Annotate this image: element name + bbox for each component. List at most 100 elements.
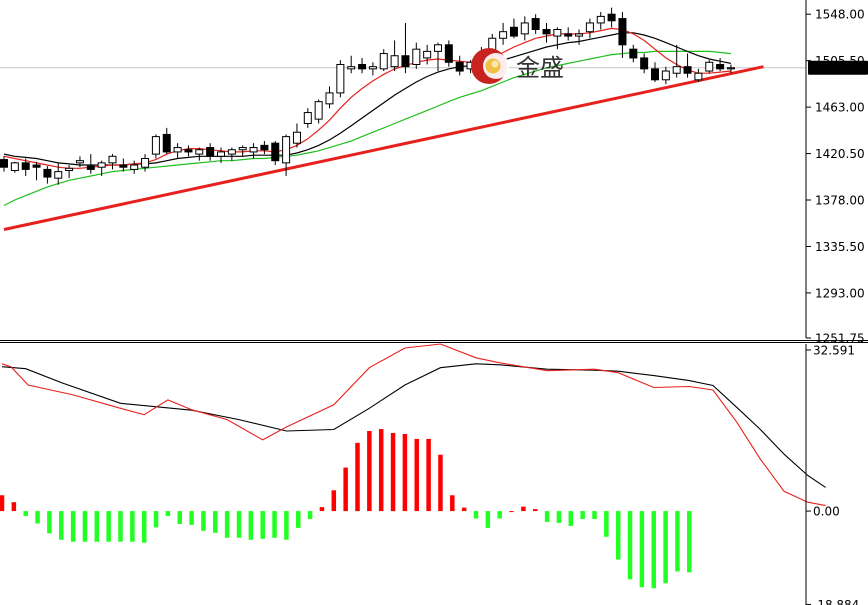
candle <box>661 66 670 85</box>
price-plot <box>0 7 806 231</box>
candle-body <box>726 67 735 70</box>
macd-histogram-bar <box>615 511 621 560</box>
candle <box>32 161 41 181</box>
macd-histogram-bar <box>141 511 147 543</box>
macd-histogram-bar <box>378 429 384 512</box>
candle <box>314 99 323 124</box>
candle-body <box>672 66 681 74</box>
candle <box>217 147 225 163</box>
current-price-tag-bg <box>808 60 868 75</box>
candle-body <box>65 167 74 172</box>
macd-histogram-bar <box>11 502 17 512</box>
price-tick-label: 1420.50 <box>815 147 865 161</box>
candle-body <box>32 164 41 168</box>
macd-histogram-bar <box>130 511 135 542</box>
indicator-tick-label: 32.591 <box>813 343 855 357</box>
candle-body <box>151 136 160 155</box>
price-tick-label: 1335.50 <box>815 240 865 254</box>
candle-body <box>607 13 616 22</box>
candle-body <box>162 133 171 153</box>
macd-histogram-bar <box>426 438 431 512</box>
candle-body <box>75 160 84 164</box>
macd-histogram-bar <box>675 511 680 572</box>
candle <box>325 86 334 109</box>
candle <box>151 134 160 159</box>
candle <box>162 127 171 155</box>
macd-histogram-bar <box>201 511 206 531</box>
candle-body <box>325 92 334 105</box>
candle-body <box>97 162 106 168</box>
watermark-text: 金盛 <box>516 54 564 82</box>
candle-body <box>184 149 193 153</box>
macd-histogram-bar <box>94 511 100 542</box>
candle <box>564 27 573 41</box>
candle <box>520 16 529 41</box>
candle <box>86 154 95 174</box>
candle <box>347 55 356 74</box>
candle <box>607 7 616 28</box>
macd-histogram-bar <box>604 511 609 537</box>
candle <box>379 49 388 72</box>
indicator-tick-label: -18.884 <box>813 598 859 605</box>
macd-histogram-bar <box>23 511 28 517</box>
macd-histogram-bar <box>284 511 289 540</box>
candle <box>303 108 312 128</box>
candle <box>65 165 74 179</box>
macd-histogram-bar <box>118 511 123 542</box>
price-tick-label: 1463.00 <box>815 101 865 115</box>
candle-body <box>0 159 8 168</box>
candle-body <box>629 48 638 59</box>
candle-body <box>249 147 258 153</box>
macd-histogram-bar <box>177 511 182 524</box>
candle <box>184 145 193 157</box>
candle <box>726 64 735 74</box>
macd-histogram-bar <box>687 511 692 573</box>
candle-body <box>130 164 139 170</box>
candle <box>390 40 399 72</box>
macd-plot <box>0 343 826 589</box>
macd-histogram-bar <box>639 511 645 588</box>
candle-body <box>564 33 573 37</box>
candle-body <box>434 44 442 52</box>
candle <box>249 143 258 159</box>
candle <box>227 147 236 161</box>
candle-body <box>509 26 518 37</box>
candle <box>206 143 215 161</box>
candle <box>292 123 301 148</box>
macd-histogram-bar <box>272 511 277 538</box>
candle-body <box>260 144 269 151</box>
candle <box>108 154 117 170</box>
current-price-tag: 1498.80 <box>808 60 868 75</box>
candle-body <box>716 63 725 70</box>
candle-body <box>21 162 30 170</box>
candle <box>618 12 627 58</box>
macd-histogram-bar <box>402 433 408 512</box>
candle <box>21 158 30 176</box>
price-tick-label: 1293.00 <box>815 286 865 300</box>
macd-histogram-bar <box>343 467 348 512</box>
candle-body <box>390 55 399 68</box>
indicator-panel: 32.591 0.00 -18.884 <box>0 343 859 605</box>
macd-histogram-bar <box>663 511 668 584</box>
candle-body <box>694 72 703 81</box>
candle <box>260 140 269 155</box>
price-tick-label: 1548.00 <box>815 8 865 22</box>
candle <box>434 42 442 72</box>
macd-histogram-bar <box>189 511 194 525</box>
candle-body <box>499 31 508 39</box>
candle <box>173 143 182 159</box>
price-series <box>0 7 806 231</box>
macd-histogram-bar <box>236 511 242 538</box>
macd-histogram-bar <box>0 495 5 512</box>
candle-body <box>368 66 377 70</box>
candle <box>705 60 714 74</box>
candle-body <box>585 22 594 33</box>
macd-histogram-bar <box>82 511 88 542</box>
candle <box>672 44 681 78</box>
candle <box>575 29 584 45</box>
macd-histogram-bar <box>438 454 443 512</box>
candle <box>238 145 247 157</box>
macd-histogram-bar <box>307 511 313 519</box>
candle-body <box>54 171 63 179</box>
indicator-tick-label: 0.00 <box>813 505 840 519</box>
